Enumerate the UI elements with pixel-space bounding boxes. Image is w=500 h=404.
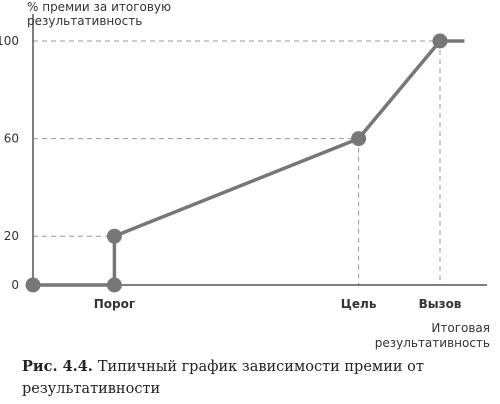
data-point-4	[432, 33, 448, 49]
x-axis-title-line-2: результативность	[375, 336, 490, 350]
guide-lines	[33, 40, 441, 285]
x-axis-title-line-1: Итоговая	[431, 321, 490, 335]
axes	[32, 14, 487, 286]
x-category-label-2: Вызов	[419, 297, 462, 311]
x-category-labels: Порог Цель Вызов	[94, 297, 462, 311]
data-point-3	[351, 131, 367, 147]
y-tick-label-2: 60	[4, 132, 19, 146]
data-point-0	[25, 277, 41, 293]
y-axis-title-line-2: результативность	[27, 14, 142, 28]
figure-caption: Рис. 4.4. Типичный график зависимости пре…	[22, 356, 492, 400]
data-point-2	[106, 228, 122, 244]
series-line	[33, 39, 465, 287]
series-path	[33, 39, 465, 287]
y-tick-label-3: 100	[0, 34, 19, 48]
series-markers	[25, 33, 448, 293]
caption-number: Рис. 4.4.	[22, 358, 93, 375]
y-tick-label-1: 20	[4, 229, 19, 243]
x-category-label-0: Порог	[94, 297, 135, 311]
y-tick-label-0: 0	[11, 278, 19, 292]
x-category-label-1: Цель	[341, 297, 377, 311]
caption-text: Типичный график зависимости премии от ре…	[22, 359, 424, 397]
data-point-1	[106, 277, 122, 293]
y-tick-labels: 0 20 60 100	[0, 34, 19, 292]
y-axis-title-line-1: % премии за итоговую	[27, 0, 171, 14]
